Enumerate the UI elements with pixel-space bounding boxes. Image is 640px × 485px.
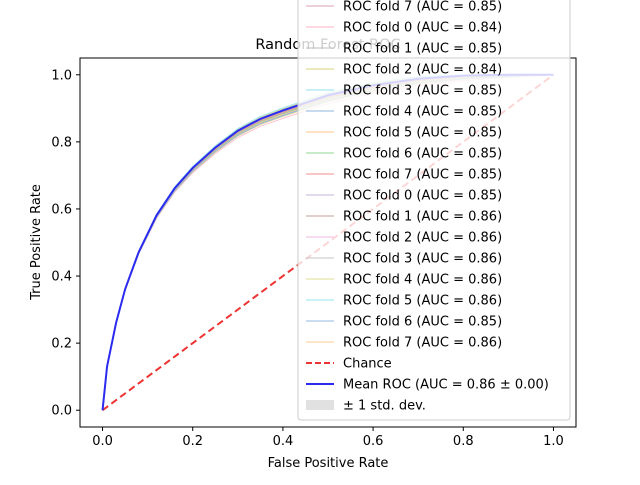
legend-label-4: ROC fold 3 (AUC = 0.85) [343, 84, 502, 99]
legend-label-19: ± 1 std. dev. [343, 399, 426, 414]
legend-label-15: ROC fold 6 (AUC = 0.85) [343, 315, 502, 330]
axis-ticks: 0.0 0.2 0.4 0.6 0.8 1.0 0.0 0.2 0.4 0.6 0.8 1.0 [51, 68, 563, 449]
legend-label-5: ROC fold 4 (AUC = 0.85) [343, 105, 502, 120]
y-tick-label-4: 0.8 [51, 135, 72, 150]
y-tick-label-3: 0.6 [51, 202, 72, 217]
y-tick-label-2: 0.4 [51, 270, 72, 285]
legend-label-2: ROC fold 1 (AUC = 0.85) [343, 42, 502, 57]
legend-label-16: ROC fold 7 (AUC = 0.86) [343, 336, 502, 351]
x-tick-label-0: 0.0 [92, 434, 113, 449]
x-tick-label-5: 1.0 [543, 434, 564, 449]
legend-swatch-19 [306, 400, 334, 410]
legend-label-3: ROC fold 2 (AUC = 0.84) [343, 63, 502, 78]
y-axis-label: True Positive Rate [29, 184, 44, 301]
legend-label-9: ROC fold 0 (AUC = 0.85) [343, 189, 502, 204]
legend-label-7: ROC fold 6 (AUC = 0.85) [343, 147, 502, 162]
legend-label-1: ROC fold 0 (AUC = 0.84) [343, 21, 502, 36]
x-axis-label: False Positive Rate [268, 456, 389, 471]
x-tick-label-1: 0.2 [182, 434, 203, 449]
legend-label-8: ROC fold 7 (AUC = 0.85) [343, 168, 502, 183]
legend-label-10: ROC fold 1 (AUC = 0.86) [343, 210, 502, 225]
legend-label-12: ROC fold 3 (AUC = 0.86) [343, 252, 502, 267]
legend-label-11: ROC fold 2 (AUC = 0.86) [343, 231, 502, 246]
y-tick-label-1: 0.2 [51, 337, 72, 352]
y-tick-label-5: 1.0 [51, 68, 72, 83]
x-tick-label-4: 0.8 [453, 434, 474, 449]
legend-label-0: ROC fold 7 (AUC = 0.85) [343, 0, 502, 15]
legend-label-14: ROC fold 5 (AUC = 0.86) [343, 294, 502, 309]
x-tick-label-2: 0.4 [273, 434, 294, 449]
x-tick-label-3: 0.6 [363, 434, 384, 449]
legend-label-6: ROC fold 5 (AUC = 0.85) [343, 126, 502, 141]
legend-frame [297, 0, 571, 421]
y-tick-label-0: 0.0 [51, 404, 72, 419]
legend-label-13: ROC fold 4 (AUC = 0.86) [343, 273, 502, 288]
legend-label-17: Chance [343, 357, 392, 372]
legend-label-18: Mean ROC (AUC = 0.86 ± 0.00) [343, 378, 549, 393]
legend: ROC fold 7 (AUC = 0.85) ROC fold 0 (AUC =… [297, 0, 571, 421]
